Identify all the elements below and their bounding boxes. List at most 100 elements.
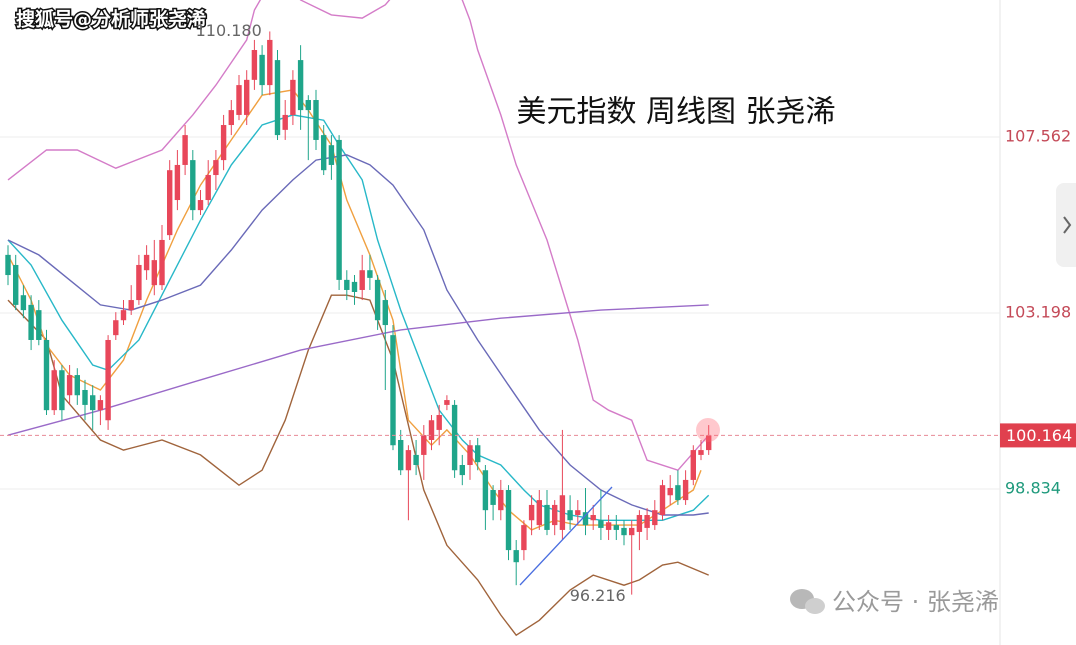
plot-area: [0, 0, 1000, 637]
candle-body: [675, 485, 681, 501]
candle-body: [120, 310, 127, 321]
candle-body: [128, 300, 134, 311]
candle-body: [151, 260, 157, 286]
candle-body: [698, 450, 704, 455]
candle-body: [297, 60, 304, 111]
candle-body: [244, 79, 250, 115]
candle-body: [605, 522, 612, 530]
candle-body: [405, 450, 412, 471]
candle-body: [690, 450, 696, 480]
candle-body: [236, 85, 242, 115]
candle-body: [59, 370, 65, 411]
overlay-line: [7, 304, 709, 436]
y-tick-label: 98.834: [1005, 479, 1061, 498]
candle-body: [51, 370, 57, 411]
candle-body: [413, 454, 419, 466]
y-tick-label: 94.471: [1005, 642, 1061, 645]
last-glow: [696, 418, 720, 442]
candle-body: [374, 279, 381, 321]
candle-body: [444, 400, 450, 405]
candle-body: [28, 304, 34, 340]
candle-body: [351, 281, 358, 292]
low-annotation: 96.216: [570, 586, 626, 605]
candle-body: [274, 60, 281, 136]
candle-body: [621, 527, 627, 536]
candle-body: [667, 487, 673, 496]
candle-body: [544, 504, 550, 530]
overlay-line: [7, 294, 709, 637]
candle-body: [706, 435, 712, 451]
wechat-icon: [790, 589, 825, 614]
candle-body: [598, 520, 604, 528]
candle-body: [213, 160, 219, 176]
candle-body: [290, 79, 296, 115]
candle-body: [536, 500, 542, 526]
candle-body: [490, 490, 496, 505]
candle-body: [5, 254, 11, 276]
candle-body: [143, 254, 150, 271]
candle-body: [459, 465, 465, 476]
candle-body: [66, 375, 73, 396]
candle-body: [167, 170, 173, 236]
candle-body: [613, 525, 619, 530]
candle-body: [382, 300, 388, 326]
candle-body: [305, 100, 311, 111]
candle-body: [159, 239, 165, 286]
candle-body: [528, 504, 535, 521]
candle-body: [220, 125, 227, 161]
candle-body: [282, 114, 288, 130]
candle-body: [390, 335, 396, 446]
candle-body: [559, 495, 566, 530]
candle-body: [659, 485, 666, 516]
candle-body: [259, 54, 265, 86]
candle-body: [251, 50, 258, 80]
candle-body: [205, 175, 211, 201]
candle-body: [328, 145, 335, 165]
candle-body: [682, 479, 689, 501]
candle-body: [313, 100, 319, 140]
candle-body: [197, 200, 204, 211]
candle-body: [367, 270, 373, 278]
side-tab-arrow: [1063, 216, 1072, 234]
candle-body: [428, 420, 435, 440]
candle-body: [182, 135, 188, 165]
candle-body: [482, 470, 489, 511]
candle-body: [174, 164, 181, 201]
candle-body: [475, 445, 481, 463]
candle-body: [113, 320, 119, 336]
candle-body: [336, 139, 342, 280]
overlay-line: [7, 114, 710, 521]
candle-body: [652, 510, 658, 526]
candle-body: [82, 389, 88, 405]
candle-body: [590, 515, 596, 521]
candle-body: [644, 515, 650, 528]
candle-body: [344, 279, 350, 290]
candle-body: [567, 510, 573, 521]
y-tick-label: 103.198: [1005, 303, 1071, 322]
candle-body: [552, 504, 558, 526]
candle-body: [20, 295, 27, 311]
side-tab[interactable]: [1056, 183, 1076, 267]
candle-body: [421, 435, 427, 455]
candle-body: [90, 395, 96, 411]
candle-body: [13, 264, 19, 305]
candle-body: [398, 439, 404, 471]
candle-body: [136, 264, 142, 301]
candle-body: [228, 110, 234, 126]
last-price-label: 100.164: [1006, 426, 1072, 445]
candle-body: [636, 515, 643, 532]
candle-body: [498, 490, 504, 511]
high-annotation: 110.180: [196, 21, 262, 40]
candle-body: [582, 512, 589, 526]
y-tick-label: 107.562: [1005, 127, 1071, 146]
watermark: 搜狐号@分析师张尧浠: [16, 8, 206, 31]
candle-body: [629, 527, 635, 536]
candle-body: [97, 400, 104, 411]
candle-body: [105, 339, 111, 421]
footer-brand: 公众号 · 张尧浠: [832, 588, 999, 616]
chart-title: 美元指数 周线图 张尧浠: [516, 95, 835, 130]
candle-body: [467, 445, 473, 466]
candle-body: [74, 375, 80, 396]
